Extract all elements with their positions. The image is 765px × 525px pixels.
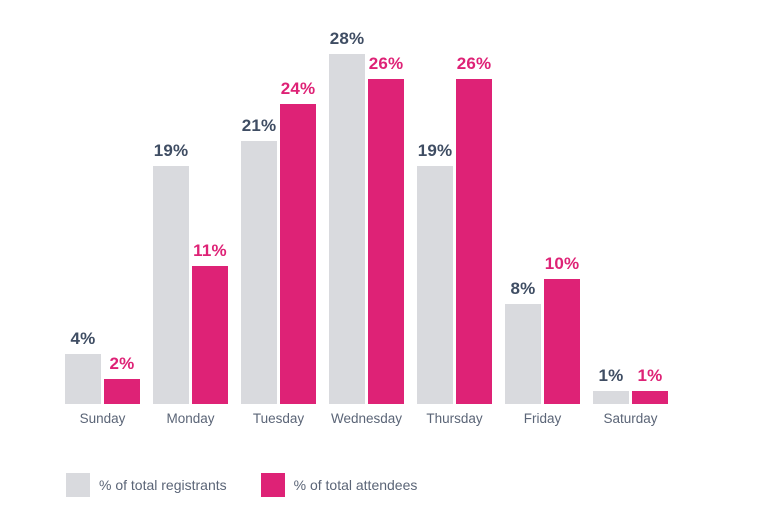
bar-attendees-wednesday [368,79,404,404]
x-axis-label-wednesday: Wednesday [330,411,403,426]
bar-value-label-attendees-thursday: 26% [456,54,492,73]
bar-value-label-registrants-wednesday: 28% [329,29,365,48]
bar-attendees-tuesday [280,104,316,404]
legend-item-attendees: % of total attendees [260,473,418,497]
bar-value-label-registrants-friday: 8% [510,279,536,298]
bar-value-label-registrants-tuesday: 21% [241,116,277,135]
bar-attendees-saturday [632,391,668,404]
bar-registrants-saturday [593,391,629,404]
x-axis-label-sunday: Sunday [79,411,126,426]
bar-value-label-attendees-sunday: 2% [109,354,135,373]
bar-attendees-sunday [104,379,140,404]
bar-value-label-attendees-friday: 10% [544,254,580,273]
bar-value-label-registrants-monday: 19% [153,141,189,160]
bar-registrants-friday [505,304,541,404]
bar-attendees-friday [544,279,580,404]
x-axis-label-monday: Monday [166,411,215,426]
bar-registrants-sunday [65,354,101,404]
x-axis-label-friday: Friday [523,411,562,426]
legend-label-attendees: % of total attendees [293,477,418,493]
bar-value-label-registrants-thursday: 19% [417,141,453,160]
bar-registrants-monday [153,166,189,404]
attendees-swatch [260,473,285,497]
bar-attendees-thursday [456,79,492,404]
bar-value-label-attendees-tuesday: 24% [280,79,316,98]
x-axis-label-tuesday: Tuesday [252,411,305,426]
x-axis-label-thursday: Thursday [426,411,483,426]
bar-registrants-thursday [417,166,453,404]
bar-value-label-attendees-saturday: 1% [637,366,663,385]
bar-value-label-attendees-wednesday: 26% [368,54,404,73]
bar-value-label-attendees-monday: 11% [193,241,227,260]
x-axis-label-saturday: Saturday [603,411,658,426]
bar-registrants-wednesday [329,54,365,404]
bar-attendees-monday [192,266,228,404]
bar-value-label-registrants-saturday: 1% [598,366,624,385]
legend: % of total registrants % of total attend… [66,473,417,497]
bar-value-label-registrants-sunday: 4% [70,329,96,348]
registrants-swatch [66,473,90,497]
legend-item-registrants: % of total registrants [66,473,227,497]
legend-label-registrants: % of total registrants [99,477,227,493]
bar-registrants-tuesday [241,141,277,404]
